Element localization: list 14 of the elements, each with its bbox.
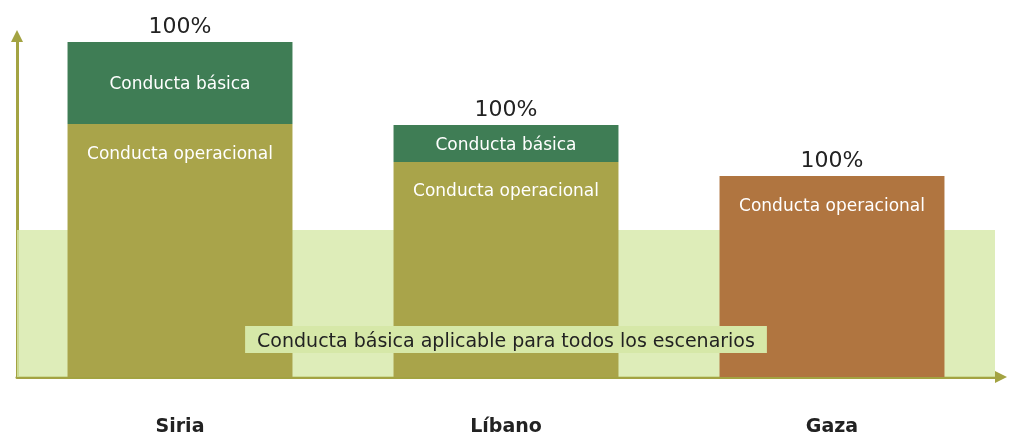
bar (67, 42, 293, 125)
band-label: Conducta básica aplicable para todos los escenarios (257, 328, 755, 351)
x-tick-label: Siria (155, 413, 205, 435)
annotation: 100% (800, 146, 864, 172)
bar (393, 125, 619, 162)
x-tick-label: Líbano (470, 413, 542, 435)
series-label: Conducta operacional (87, 142, 273, 163)
text: Conducta básica (109, 73, 251, 94)
x-tick-label: Gaza (805, 413, 859, 435)
series-label: Conducta básica (435, 133, 577, 154)
annotation: 100% (474, 95, 538, 121)
text: 100% (148, 12, 212, 38)
text: Conducta operacional (739, 194, 925, 215)
text: Conducta operacional (413, 180, 599, 201)
